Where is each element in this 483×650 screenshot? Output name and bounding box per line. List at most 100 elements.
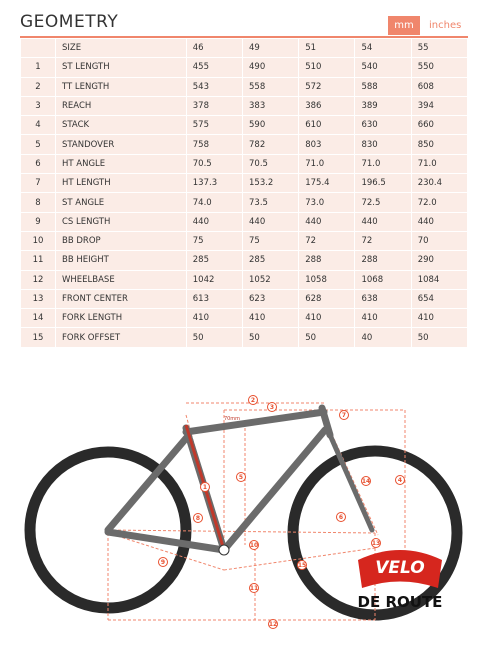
- cell: BB HEIGHT: [55, 250, 187, 271]
- cell: 654: [410, 288, 469, 310]
- marker: [371, 538, 381, 548]
- cell: 285: [185, 250, 244, 271]
- row: 7 HT LENGTH 137.3 153.2 175.4 196.5 230.4: [20, 173, 469, 194]
- cell: 74.0: [185, 192, 244, 213]
- row: 12 WHEELBASE 1042 1052 1058 1068 1084: [20, 269, 469, 290]
- cell: 70.5: [185, 153, 244, 175]
- row: 3 REACH 378 383 386 389 394: [20, 95, 469, 117]
- cell: 4: [20, 115, 56, 136]
- marker-label: 14: [362, 478, 370, 485]
- marker-label: 2: [251, 397, 255, 404]
- cell: 386: [298, 95, 356, 117]
- cell: 73.0: [298, 192, 356, 213]
- cell: FORK LENGTH: [55, 308, 187, 329]
- marker-label: 10: [250, 542, 258, 549]
- cell: 510: [298, 57, 356, 78]
- cell: 410: [354, 308, 412, 329]
- cell: 389: [354, 95, 412, 117]
- row: 10 BB DROP 75 75 72 72 70: [20, 230, 469, 252]
- header-row: SIZE 46 49 51 54 55: [20, 37, 469, 59]
- cell: 12: [20, 269, 56, 290]
- cell: 590: [241, 115, 300, 136]
- cell: 830: [354, 134, 412, 155]
- cell: 50: [185, 327, 244, 348]
- cell: 7: [20, 173, 56, 194]
- row: 15 FORK OFFSET 50 50 50 40 50: [20, 327, 469, 348]
- cell: 71.0: [298, 153, 356, 175]
- cell: 15: [20, 327, 56, 348]
- cell: 75: [185, 230, 244, 252]
- marker: [336, 512, 346, 522]
- bottom-bracket: [218, 544, 230, 556]
- cell: 71.0: [354, 153, 412, 175]
- cell: 1068: [354, 269, 412, 290]
- cell: 72.0: [410, 192, 469, 213]
- marker-label: 13: [372, 540, 380, 547]
- cell: 50: [410, 327, 469, 348]
- row: 11 BB HEIGHT 285 285 288 288 290: [20, 250, 469, 271]
- unit-toggle[interactable]: inches: [429, 20, 462, 31]
- marker: [361, 476, 371, 486]
- cell: 440: [185, 211, 244, 232]
- cell: 383: [241, 95, 300, 117]
- cell: 1058: [298, 269, 356, 290]
- cell: 1052: [241, 269, 300, 290]
- cell: 11: [20, 250, 56, 271]
- marker: [297, 560, 307, 570]
- cell: 288: [354, 250, 412, 271]
- cell: FRONT CENTER: [55, 288, 187, 310]
- cell: 613: [185, 288, 244, 310]
- cell: 70: [410, 230, 469, 252]
- row: 8 ST ANGLE 74.0 73.5 73.0 72.5 72.0: [20, 192, 469, 213]
- marker: [395, 475, 405, 485]
- cell: 8: [20, 192, 56, 213]
- cell: 1084: [410, 269, 469, 290]
- cell: 623: [241, 288, 300, 310]
- cell: 1: [20, 57, 56, 78]
- cell: STACK: [55, 115, 187, 136]
- cell: 51: [298, 37, 356, 59]
- row: 14 FORK LENGTH 410 410 410 410 410: [20, 308, 469, 329]
- unit-toggle[interactable]: mm: [388, 16, 420, 35]
- marker: [249, 583, 259, 593]
- cell: 550: [410, 57, 469, 78]
- cell: 49: [241, 37, 300, 59]
- cell: 54: [354, 37, 412, 59]
- cell: 660: [410, 115, 469, 136]
- cell: WHEELBASE: [55, 269, 187, 290]
- cell: 71.0: [410, 153, 469, 175]
- cell: 490: [241, 57, 300, 78]
- cell: 558: [241, 76, 300, 97]
- row: 2 TT LENGTH 543 558 572 588 608: [20, 76, 469, 97]
- row: 13 FRONT CENTER 613 623 628 638 654: [20, 288, 469, 310]
- cell: 72: [354, 230, 412, 252]
- cell: 55: [410, 37, 469, 59]
- cell: 288: [298, 250, 356, 271]
- cell: 75: [241, 230, 300, 252]
- cell: 440: [410, 211, 469, 232]
- cell: 440: [354, 211, 412, 232]
- cell: 410: [185, 308, 244, 329]
- cell: 290: [410, 250, 469, 271]
- marker: [200, 482, 210, 492]
- title: GEOMETRY: [20, 12, 119, 32]
- cell: 70.5: [241, 153, 300, 175]
- cell: 73.5: [241, 192, 300, 213]
- logo: VELO DE ROUTE: [358, 550, 442, 611]
- marker-label: 3: [270, 404, 274, 411]
- row: 6 HT ANGLE 70.5 70.5 71.0 71.0 71.0: [20, 153, 469, 175]
- cell: ST ANGLE: [55, 192, 187, 213]
- cell: 137.3: [185, 173, 244, 194]
- cell: 285: [241, 250, 300, 271]
- cell: 628: [298, 288, 356, 310]
- row: 4 STACK 575 590 610 630 660: [20, 115, 469, 136]
- row: 9 CS LENGTH 440 440 440 440 440: [20, 211, 469, 232]
- cell: 575: [185, 115, 244, 136]
- cell: 9: [20, 211, 56, 232]
- marker: [268, 619, 278, 629]
- marker-label: 12: [269, 621, 277, 628]
- cell: 608: [410, 76, 469, 97]
- cell: HT ANGLE: [55, 153, 187, 175]
- cell: 410: [241, 308, 300, 329]
